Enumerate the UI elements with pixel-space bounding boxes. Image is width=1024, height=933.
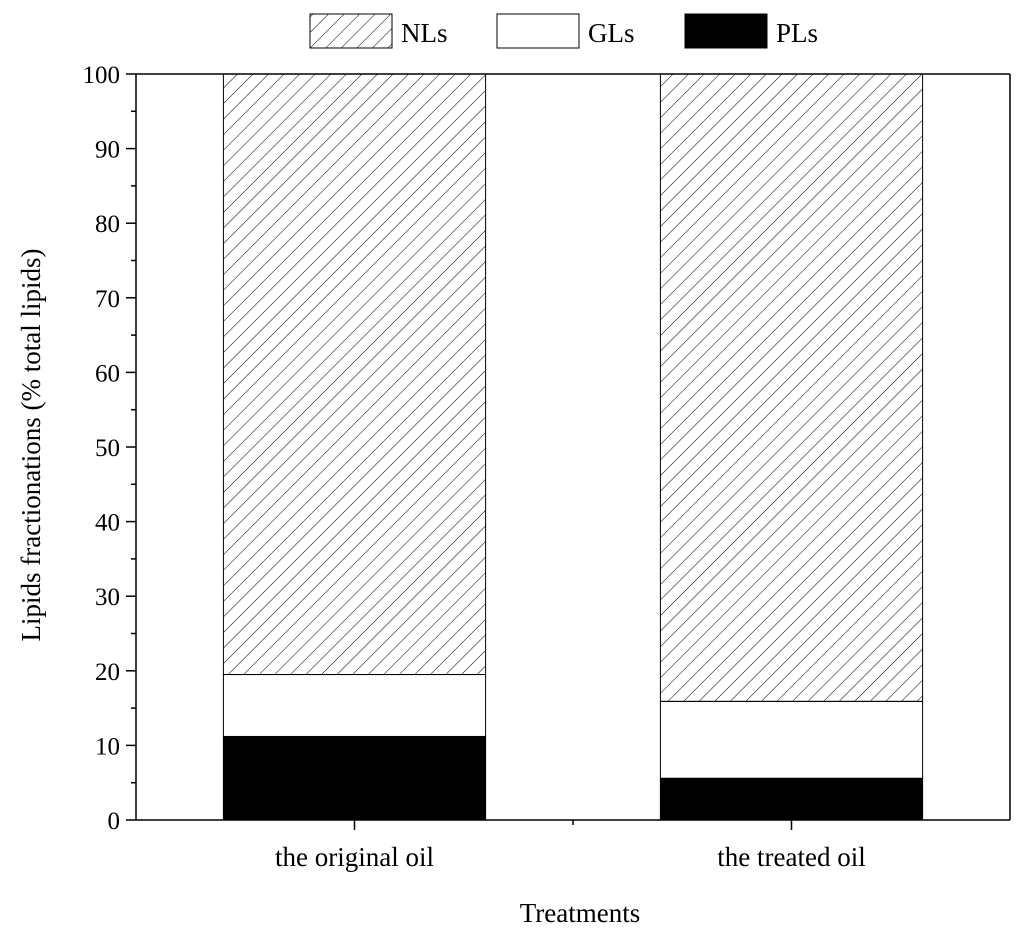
x-tick-label: the treated oil [717,842,865,872]
legend-label-gls: GLs [588,18,635,48]
legend-label-nls: NLs [401,18,448,48]
y-tick-label: 90 [95,137,120,164]
bar-gls-1 [222,674,487,737]
y-tick-label: 30 [95,584,120,611]
y-axis-label: Lipids fractionations (% total lipids) [16,249,46,642]
axes: the original oil the treated oil 0 10 20 30 40… [83,62,1011,872]
y-tick-label: 70 [95,286,120,313]
y-tick-label: 40 [95,510,120,537]
legend: NLs GLs PLs [309,13,818,49]
y-tick-label: 50 [95,435,120,462]
bar-nls-1 [222,73,487,676]
y-tick-label: 0 [108,808,121,835]
bar-nls-2 [659,73,924,702]
bar-pls-1 [222,735,487,821]
legend-swatch-pls [684,13,768,49]
bars [222,73,924,821]
legend-label-pls: PLs [776,18,818,48]
x-tick-label: the original oil [275,842,434,872]
y-tick-label: 80 [95,211,120,238]
legend-swatch-gls [496,13,580,49]
y-tick-label: 20 [95,659,120,686]
bar-pls-2 [659,777,924,821]
y-tick-label: 60 [95,360,120,387]
legend-swatch-nls [309,13,393,49]
y-tick-label: 10 [95,733,120,760]
y-tick-label: 100 [83,62,121,89]
bar-gls-2 [659,700,924,779]
x-axis-label: Treatments [520,898,641,928]
